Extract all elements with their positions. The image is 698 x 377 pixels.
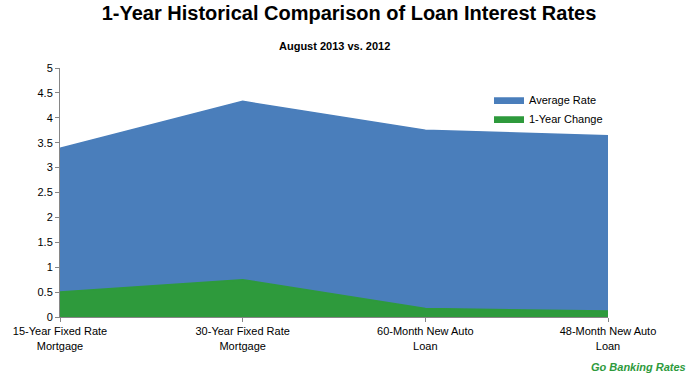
- svg-text:3.5: 3.5: [38, 137, 53, 149]
- svg-text:0.5: 0.5: [38, 286, 53, 298]
- svg-text:August 2013 vs. 2012: August 2013 vs. 2012: [279, 40, 390, 52]
- svg-text:0: 0: [47, 311, 53, 323]
- svg-text:3: 3: [47, 161, 53, 173]
- svg-text:2.5: 2.5: [38, 186, 53, 198]
- svg-text:4: 4: [47, 112, 53, 124]
- svg-text:Average Rate: Average Rate: [529, 94, 596, 106]
- svg-text:48-Month New AutoLoan: 48-Month New AutoLoan: [560, 325, 657, 351]
- svg-text:15-Year Fixed RateMortgage: 15-Year Fixed RateMortgage: [13, 325, 107, 351]
- svg-text:1-Year Change: 1-Year Change: [529, 113, 603, 125]
- svg-text:1: 1: [47, 261, 53, 273]
- svg-text:4.5: 4.5: [38, 87, 53, 99]
- svg-text:1.5: 1.5: [38, 236, 53, 248]
- svg-text:2: 2: [47, 211, 53, 223]
- svg-text:5: 5: [47, 62, 53, 74]
- svg-text:30-Year Fixed RateMortgage: 30-Year Fixed RateMortgage: [195, 325, 289, 351]
- svg-text:Go Banking Rates: Go Banking Rates: [591, 361, 686, 373]
- svg-text:60-Month New AutoLoan: 60-Month New AutoLoan: [377, 325, 474, 351]
- svg-text:1-Year Historical Comparison o: 1-Year Historical Comparison of Loan Int…: [102, 2, 597, 24]
